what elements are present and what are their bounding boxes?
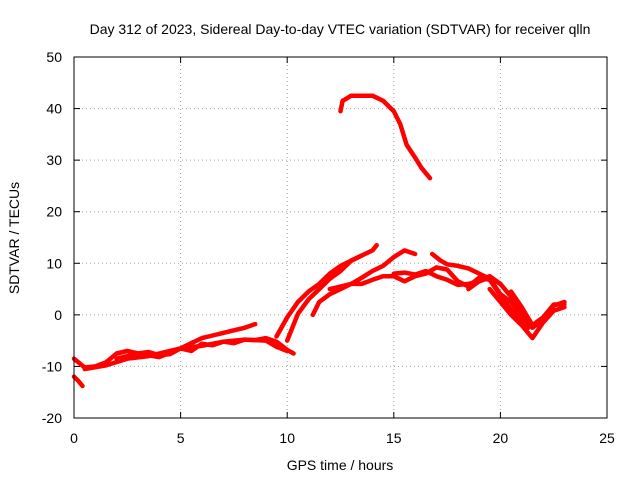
y-tick-label: 40 (46, 101, 62, 117)
series-line-arc-l (487, 286, 567, 341)
series-line-arc-n (338, 93, 433, 181)
series-line-arc-m (508, 289, 567, 328)
y-tick-label: -20 (42, 410, 62, 426)
series-line-arc-e (274, 242, 379, 339)
plot-frame (73, 56, 608, 419)
series-line-arc-d (114, 337, 290, 361)
series-line-arc-g (310, 248, 418, 318)
x-tick-label: 0 (70, 430, 78, 446)
x-tick-label: 15 (386, 430, 402, 446)
y-tick-label: 20 (46, 204, 62, 220)
y-tick-label: 50 (46, 49, 62, 65)
x-axis-label: GPS time / hours (287, 457, 394, 473)
series-line-arc-c (82, 321, 258, 372)
y-tick-label: -10 (42, 358, 62, 374)
y-tick-label: 0 (54, 307, 62, 323)
x-tick-label: 25 (599, 430, 615, 446)
y-tick-label: 30 (46, 152, 62, 168)
series-layer (71, 93, 567, 389)
y-tick-label: 10 (46, 255, 62, 271)
series-line-arc-a (71, 374, 85, 389)
chart-title: Day 312 of 2023, Sidereal Day-to-day VTE… (90, 21, 591, 37)
series-line-arc-f (284, 253, 365, 343)
x-tick-label: 5 (177, 430, 185, 446)
y-axis-label: SDTVAR / TECUs (6, 182, 22, 294)
x-tick-label: 10 (279, 430, 295, 446)
axis-ticks: 0 5 10 15 20 25 -20 -10 0 10 20 30 40 50 (42, 49, 615, 446)
series-line-arc-j (429, 251, 531, 331)
x-tick-label: 20 (493, 430, 509, 446)
